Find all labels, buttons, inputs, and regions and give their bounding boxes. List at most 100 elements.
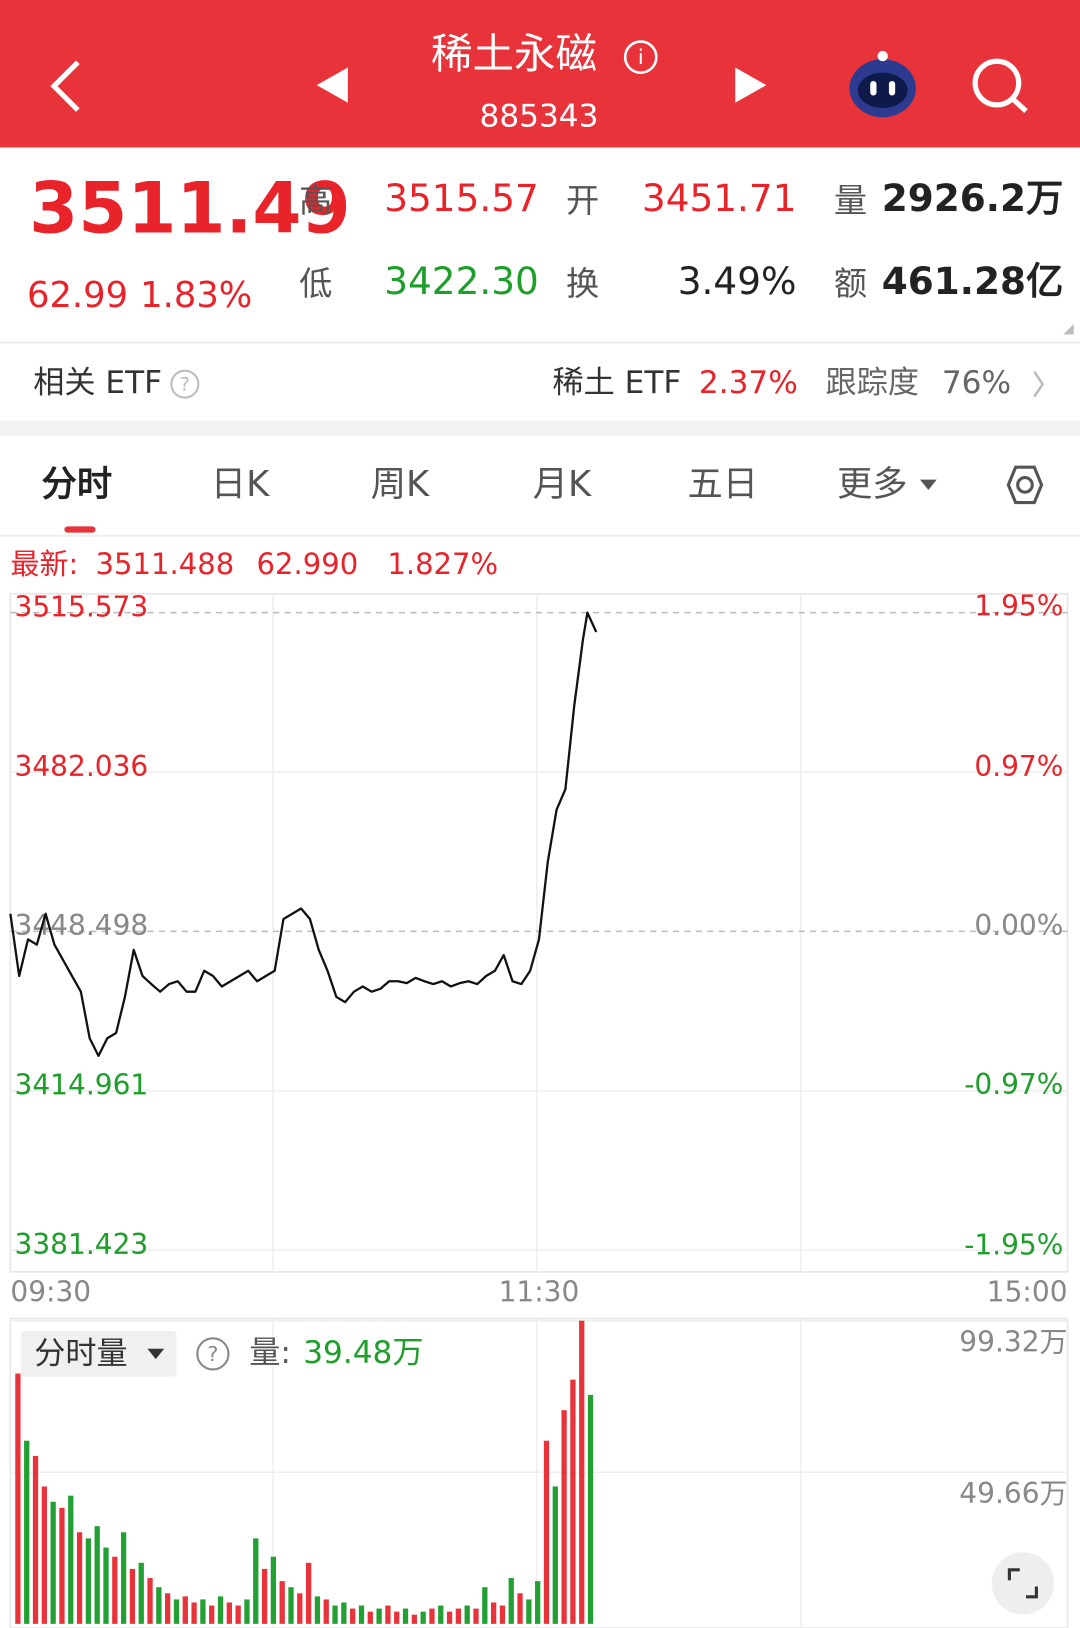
volume-value: 39.48万 [303, 1335, 423, 1371]
volume-bar [138, 1562, 144, 1624]
tab[interactable]: 分时 [42, 464, 113, 505]
next-button[interactable] [735, 67, 767, 103]
volume-bar [350, 1608, 356, 1624]
label: 量 [834, 181, 867, 220]
label: 高 [299, 181, 332, 220]
etf-row[interactable]: 相关 ETF ? 稀土 ETF 2.37% 跟踪度 76% [33, 365, 1045, 401]
search-button[interactable] [972, 58, 1028, 114]
volume-bar [165, 1593, 171, 1624]
amount: 461.28亿 [882, 259, 1064, 303]
y-tick-label: 3482.036 [15, 750, 149, 783]
assistant-icon[interactable] [849, 50, 916, 118]
etf-name: 稀土 ETF [552, 365, 681, 401]
volume-bar [508, 1578, 514, 1624]
track-label: 跟踪度 [826, 365, 919, 401]
y-tick-label: 3448.498 [15, 909, 149, 942]
price: 3511.49 [29, 166, 351, 249]
volume-bar [499, 1605, 506, 1624]
volume-bar [473, 1608, 479, 1624]
volume-bar [438, 1605, 444, 1624]
volume-bar [32, 1455, 39, 1624]
fullscreen-button[interactable] [991, 1552, 1055, 1615]
volume-bar [244, 1599, 250, 1624]
volume-frame [9, 1317, 1069, 1628]
volume-selector[interactable] [20, 1331, 177, 1377]
help-icon[interactable] [170, 369, 200, 399]
volume-bar [156, 1587, 162, 1624]
label: 开 [566, 181, 599, 220]
volume-bar [385, 1605, 391, 1624]
volume-bar [587, 1394, 594, 1624]
volume-bar [402, 1608, 409, 1624]
volume-bar [411, 1614, 417, 1624]
tab[interactable]: 更多 [837, 464, 908, 505]
volume-bar [15, 1373, 21, 1624]
x-tick-label: 11:30 [499, 1276, 580, 1309]
volume-bar [376, 1608, 382, 1624]
volume-bar [314, 1596, 321, 1624]
y-tick-label: 3381.423 [15, 1228, 149, 1261]
gap [0, 420, 1080, 437]
volume-bar [526, 1599, 532, 1624]
volume-bar [147, 1578, 153, 1624]
latest-pct: 1.827% [387, 547, 498, 581]
help-glyph: ? [180, 375, 190, 396]
volume-bar [323, 1599, 329, 1624]
etf-label: 相关 ETF [33, 365, 162, 401]
volume-bar [517, 1593, 523, 1624]
latest-price: 3511.488 [96, 547, 235, 581]
volume-bar [367, 1611, 373, 1624]
volume-bar [191, 1602, 197, 1624]
volume-bar [261, 1568, 268, 1624]
volume-bar [235, 1605, 241, 1624]
volume-bar [68, 1495, 74, 1624]
y2-tick-label: -0.97% [964, 1068, 1063, 1101]
settings-button[interactable] [1006, 465, 1044, 505]
volume-bar [535, 1581, 541, 1624]
dropdown-arrow [920, 479, 937, 491]
y-tick-label: 3414.961 [15, 1069, 149, 1102]
y2-tick-label: -1.95% [964, 1229, 1063, 1262]
prev-button[interactable] [316, 67, 348, 103]
volume-bar [570, 1379, 576, 1624]
tab[interactable]: 周K [371, 464, 430, 505]
code: 885343 [480, 98, 599, 134]
price-line [9, 611, 598, 1057]
volume-bar [297, 1593, 303, 1624]
info-icon[interactable] [623, 40, 658, 74]
y-tick-label: 49.66万 [959, 1477, 1067, 1510]
volume-bar [490, 1602, 497, 1624]
volume-bar [112, 1556, 118, 1624]
y-tick-label: 3515.573 [15, 590, 149, 623]
volume-bar [394, 1611, 400, 1624]
expand-corner[interactable] [1063, 323, 1074, 335]
volume-bar [270, 1556, 277, 1624]
high: 3515.57 [384, 176, 539, 220]
volume-bar [209, 1605, 215, 1624]
y2-tick-label: 1.95% [974, 590, 1063, 623]
help-glyph: ? [207, 1342, 218, 1366]
volume-bar [217, 1596, 224, 1624]
latest-change: 62.990 [257, 547, 359, 581]
tab[interactable]: 五日 [687, 464, 758, 505]
chevron [1033, 370, 1045, 398]
chart-layer: 3515.573 3482.036 3448.498 3414.961 3381.423… [9, 590, 1068, 1624]
label: 低 [299, 264, 332, 303]
volume-bar [129, 1568, 136, 1624]
volume-bar [24, 1440, 30, 1624]
back-button[interactable] [50, 60, 80, 112]
tab[interactable]: 日K [211, 464, 270, 505]
tab[interactable]: 月K [533, 464, 592, 505]
title: 稀土永磁 [431, 29, 597, 78]
price-frame [9, 593, 1069, 1273]
volume-bar [561, 1410, 567, 1624]
info-icon-glyph: i [638, 45, 644, 69]
label: 换 [566, 264, 599, 303]
volume-bar [464, 1605, 470, 1624]
y2-tick-label: 0.00% [974, 909, 1063, 942]
open: 3451.71 [642, 176, 797, 220]
help-icon[interactable] [196, 1337, 230, 1371]
turnover: 3.49% [678, 259, 797, 303]
volume-bar [103, 1547, 109, 1624]
